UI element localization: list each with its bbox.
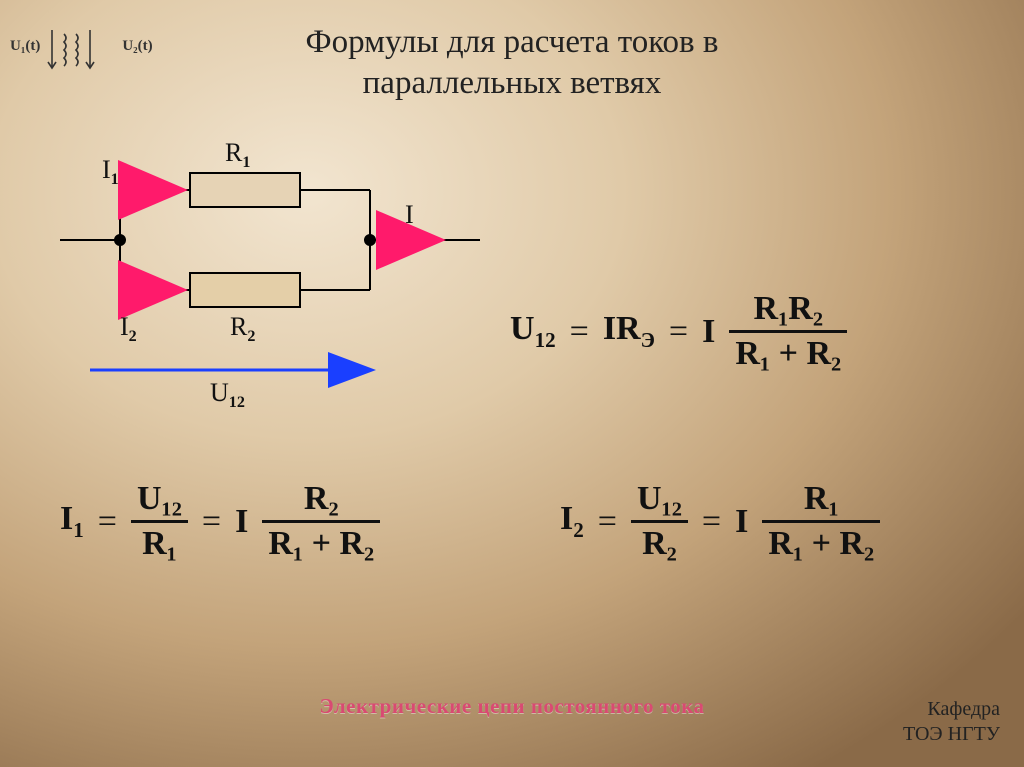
u12-lhs: U12 bbox=[510, 310, 556, 353]
formula-u12: U12 = IRЭ = I R₁R₂ R₁ + R₂ bbox=[510, 290, 847, 373]
equals-icon: = bbox=[702, 503, 721, 541]
equals-icon: = bbox=[598, 503, 617, 541]
equals-icon: = bbox=[202, 503, 221, 541]
i1-coef: I bbox=[235, 503, 248, 541]
i2-frac1: U₁₂ R₂ bbox=[631, 480, 688, 563]
label-r2: R2 bbox=[230, 312, 255, 346]
i1-frac1: U₁₂ R₁ bbox=[131, 480, 188, 563]
footer-strip: Электрические цепи постоянного тока bbox=[0, 694, 1024, 719]
label-i1: I1 bbox=[102, 155, 119, 189]
dept-line2: ТОЭ НГТУ bbox=[903, 723, 1000, 745]
page-title: Формулы для расчета токов в параллельных… bbox=[0, 22, 1024, 105]
u12-fraction: R₁R₂ R₁ + R₂ bbox=[729, 290, 847, 373]
i1-lhs: I1 bbox=[60, 500, 84, 543]
label-i2: I2 bbox=[120, 312, 137, 346]
title-line2: параллельных ветвях bbox=[363, 65, 662, 101]
i2-lhs: I2 bbox=[560, 500, 584, 543]
label-r1: R1 bbox=[225, 138, 250, 172]
equals-icon: = bbox=[669, 313, 688, 351]
u12-coef: I bbox=[702, 313, 715, 351]
label-u12: U12 bbox=[210, 378, 245, 412]
formula-i2: I2 = U₁₂ R₂ = I R₁ R₁ + R₂ bbox=[560, 480, 880, 563]
i2-frac2: R₁ R₁ + R₂ bbox=[762, 480, 880, 563]
circuit-svg bbox=[60, 140, 480, 400]
title-line1: Формулы для расчета токов в bbox=[306, 24, 719, 60]
parallel-circuit-diagram: R1 R2 I1 I2 I U12 bbox=[60, 140, 480, 400]
i1-frac2: R₂ R₁ + R₂ bbox=[262, 480, 380, 563]
department-label: Кафедра ТОЭ НГТУ bbox=[903, 697, 1000, 747]
equals-icon: = bbox=[570, 313, 589, 351]
label-i: I bbox=[405, 200, 414, 230]
dept-line1: Кафедра bbox=[927, 698, 1000, 720]
formula-i1: I1 = U₁₂ R₁ = I R₂ R₁ + R₂ bbox=[60, 480, 380, 563]
equals-icon: = bbox=[98, 503, 117, 541]
i2-coef: I bbox=[735, 503, 748, 541]
u12-rhs1: IRЭ bbox=[603, 310, 655, 353]
